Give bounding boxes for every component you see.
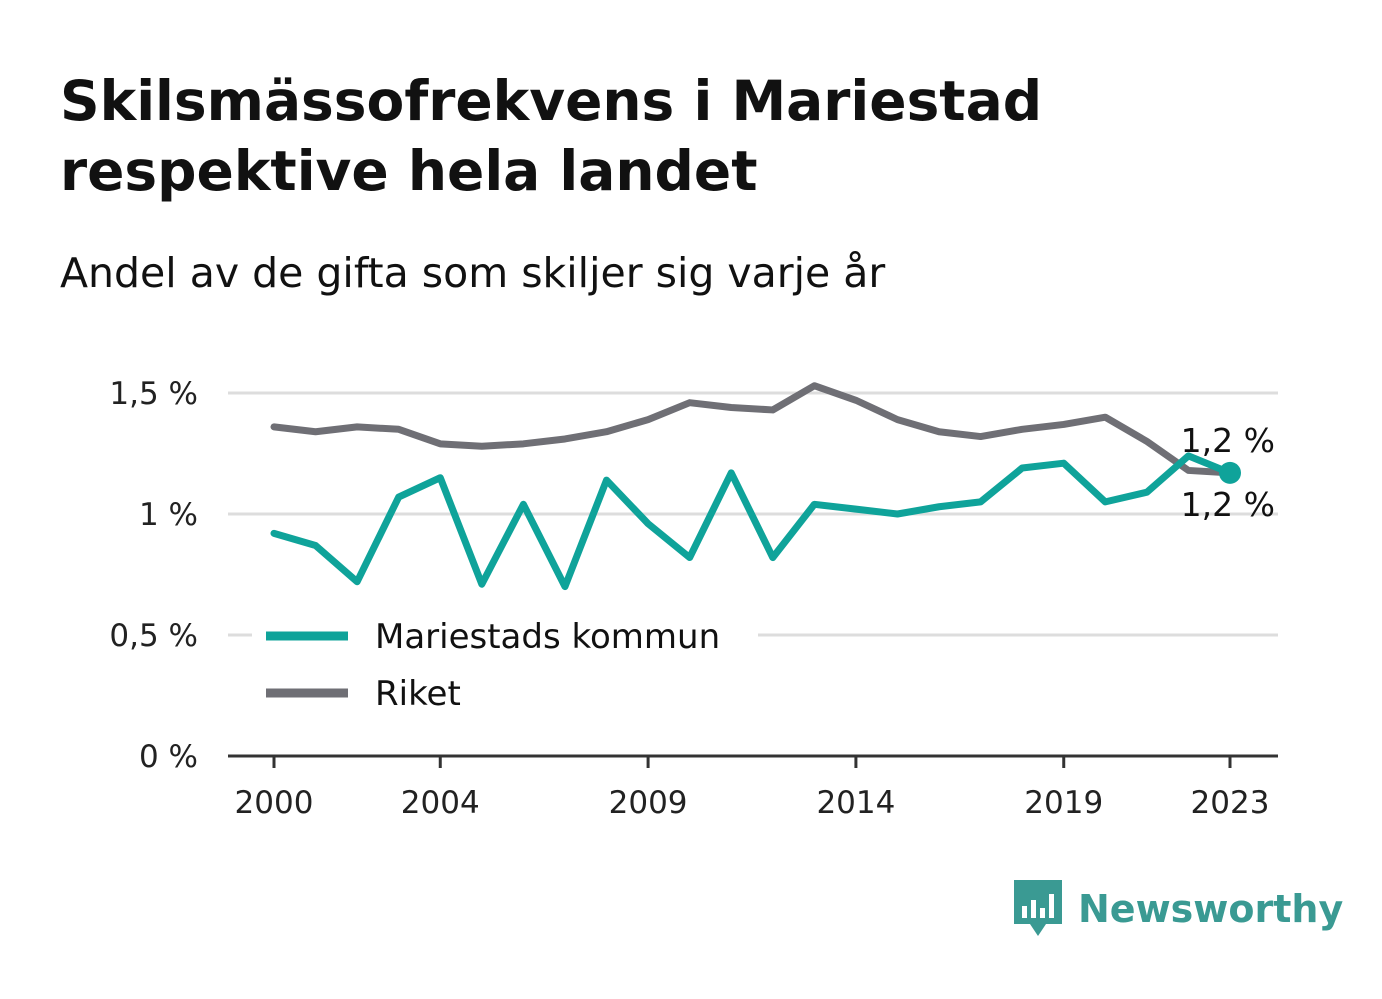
x-tick-label: 2014 bbox=[816, 785, 895, 821]
chart-subtitle: Andel av de gifta som skiljer sig varje … bbox=[60, 249, 886, 297]
legend-label: Mariestads kommun bbox=[375, 617, 720, 657]
x-axis: 2000 2004 2009 2014 2019 2023 bbox=[228, 754, 1278, 821]
legend-label: Riket bbox=[375, 674, 461, 714]
y-tick-label: 1,5 % bbox=[109, 376, 198, 412]
brand-logo: Newsworthy bbox=[1012, 878, 1343, 940]
end-labels: 1,2 % 1,2 % bbox=[1181, 421, 1275, 524]
y-tick-label: 0,5 % bbox=[109, 618, 198, 654]
newsworthy-logo-icon bbox=[1014, 880, 1062, 936]
legend: Mariestads kommun Riket bbox=[252, 606, 758, 724]
series-line bbox=[270, 452, 1234, 591]
series-lines bbox=[270, 382, 1241, 591]
chart-title: Skilsmässofrekvens i Mariestad respektiv… bbox=[60, 69, 1043, 203]
legend-background bbox=[252, 606, 758, 724]
end-label-kommun: 1,2 % bbox=[1181, 421, 1275, 460]
y-tick-label: 1 % bbox=[139, 497, 198, 533]
x-tick-label: 2009 bbox=[609, 785, 688, 821]
y-axis-ticks: 0 % 0,5 % 1 % 1,5 % bbox=[109, 376, 198, 775]
y-tick-label: 0 % bbox=[139, 739, 198, 775]
x-tick-label: 2019 bbox=[1024, 785, 1103, 821]
series-line bbox=[270, 382, 1234, 477]
brand-name: Newsworthy bbox=[1078, 887, 1344, 931]
end-label-riket: 1,2 % bbox=[1181, 485, 1275, 524]
x-tick-label: 2000 bbox=[235, 785, 314, 821]
x-tick-label: 2023 bbox=[1191, 785, 1270, 821]
end-point-marker bbox=[1219, 461, 1241, 484]
x-tick-label: 2004 bbox=[401, 785, 480, 821]
